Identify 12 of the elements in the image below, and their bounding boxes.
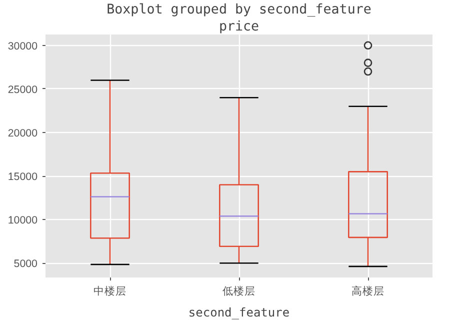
chart-title: Boxplot grouped by second_feature	[106, 2, 372, 18]
y-tick-label: 15000	[8, 171, 38, 184]
y-tick-label: 5000	[14, 258, 38, 270]
y-tick-label: 25000	[8, 84, 38, 96]
y-tick-label: 10000	[8, 214, 38, 227]
y-tick-label: 30000	[8, 40, 38, 52]
y-tick-label: 20000	[8, 127, 38, 140]
chart-subtitle: price	[218, 20, 260, 34]
x-tick-label: 中楼层	[94, 284, 126, 298]
x-tick-label: 高楼层	[352, 284, 384, 298]
x-tick-label: 低楼层	[222, 284, 256, 298]
x-axis-title: second_feature	[188, 306, 290, 320]
